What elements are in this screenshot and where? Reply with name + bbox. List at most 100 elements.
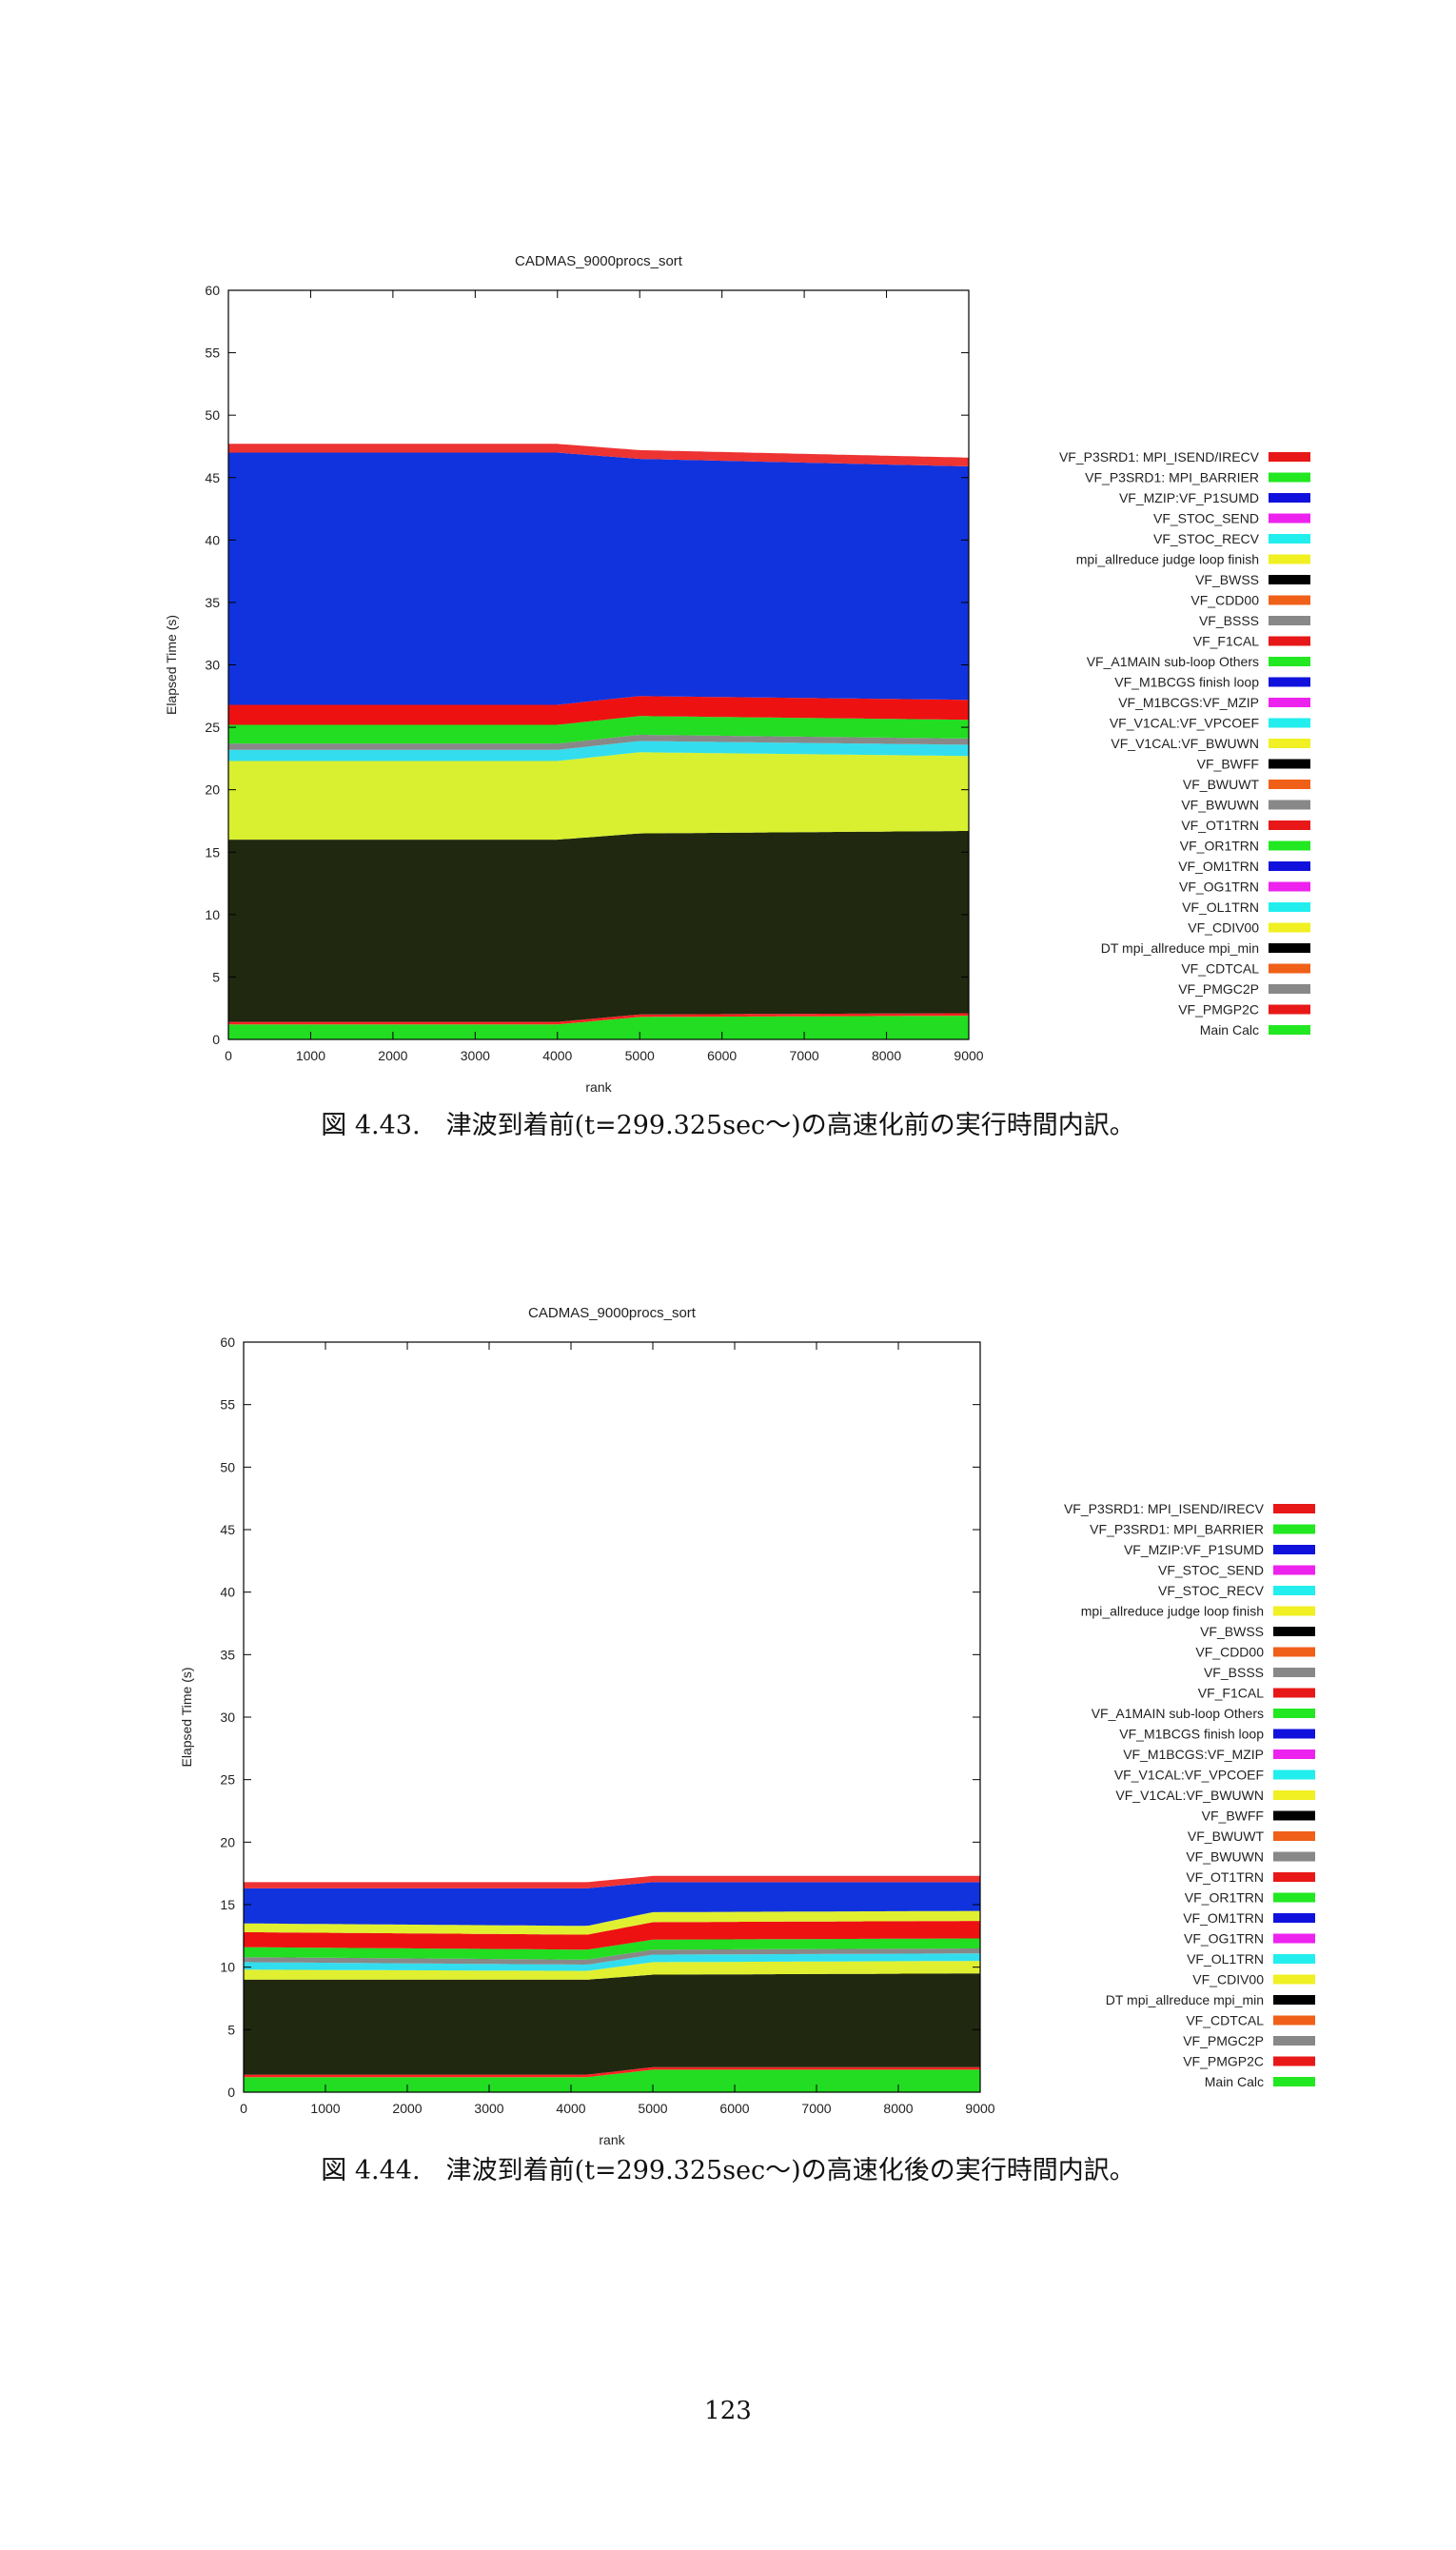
legend-swatch <box>1273 1709 1315 1718</box>
y-tick-label: 5 <box>212 969 220 984</box>
legend-swatch <box>1269 759 1310 769</box>
legend-label: VF_BSSS <box>1199 613 1259 628</box>
legend-swatch <box>1273 1810 1315 1821</box>
legend-swatch <box>1269 554 1310 564</box>
x-tick-label: 4000 <box>556 2101 585 2116</box>
x-tick-label: 3000 <box>461 1048 490 1063</box>
x-tick-label: 2000 <box>378 1048 407 1063</box>
legend-label: VF_STOC_RECV <box>1153 531 1260 546</box>
y-axis-label: Elapsed Time (s) <box>164 615 179 715</box>
legend-label: VF_M1BCGS:VF_MZIP <box>1123 1747 1264 1762</box>
x-tick-label: 0 <box>240 2101 247 2116</box>
area-series-2 <box>244 1973 980 2075</box>
legend-swatch <box>1273 1995 1315 2005</box>
chart-title: CADMAS_9000procs_sort <box>515 253 683 269</box>
legend-label: mpi_allreduce judge loop finish <box>1081 1604 1264 1619</box>
legend-label: DT mpi_allreduce mpi_min <box>1101 940 1259 956</box>
area-series-3 <box>244 1961 980 1980</box>
y-tick-label: 0 <box>212 1032 220 1047</box>
x-tick-label: 6000 <box>707 1048 737 1063</box>
y-tick-label: 50 <box>205 407 220 423</box>
legend-swatch <box>1269 616 1310 625</box>
legend-label: VF_F1CAL <box>1193 634 1259 649</box>
legend-label: VF_BWFF <box>1202 1809 1264 1824</box>
legend-label: VF_A1MAIN sub-loop Others <box>1092 1706 1264 1721</box>
legend-swatch <box>1269 472 1310 483</box>
x-tick-label: 3000 <box>474 2101 503 2116</box>
y-tick-label: 25 <box>205 720 220 735</box>
legend-swatch <box>1269 861 1310 871</box>
legend-label: VF_OR1TRN <box>1180 839 1259 854</box>
legend-swatch <box>1273 2077 1315 2086</box>
area-series-2 <box>228 831 969 1022</box>
legend-label: DT mpi_allreduce mpi_min <box>1106 1992 1264 2007</box>
legend-label: VF_BWSS <box>1200 1624 1264 1639</box>
legend-swatch <box>1269 657 1310 666</box>
y-tick-label: 5 <box>227 2022 235 2037</box>
legend-swatch <box>1269 718 1310 728</box>
legend-swatch <box>1273 1790 1315 1800</box>
x-tick-label: 6000 <box>719 2101 749 2116</box>
area-series-8 <box>244 1910 980 1935</box>
x-tick-label: 8000 <box>883 2101 913 2116</box>
legend-swatch <box>1269 943 1310 953</box>
y-tick-label: 20 <box>205 782 220 798</box>
legend-swatch <box>1269 820 1310 830</box>
area-series-5 <box>228 735 969 750</box>
y-tick-label: 35 <box>205 595 220 610</box>
y-tick-label: 10 <box>205 907 220 922</box>
x-tick-label: 2000 <box>392 2101 422 2116</box>
legend-swatch <box>1269 452 1310 462</box>
chart-1: CADMAS_9000procs_sort 0 5 10 15 20 25 30 35 40 45 5… <box>164 253 1310 1095</box>
legend-swatch <box>1273 1872 1315 1882</box>
legend-label: Main Calc <box>1200 1022 1259 1038</box>
legend-label: VF_BWUWT <box>1183 777 1260 792</box>
legend-swatch <box>1269 575 1310 584</box>
legend-label: VF_BWSS <box>1195 572 1259 587</box>
legend-swatch <box>1269 881 1310 892</box>
legend-label: VF_V1CAL:VF_BWUWN <box>1115 1788 1264 1803</box>
page-number: 123 <box>704 2397 752 2425</box>
figure-caption-4-44: 図 4.44. 津波到着前(t=299.325sec～)の高速化後の実行時間内訳… <box>321 2156 1135 2185</box>
x-axis-label: rank <box>599 2132 625 2147</box>
legend-swatch <box>1269 513 1310 524</box>
legend-label: VF_OR1TRN <box>1185 1890 1264 1906</box>
y-tick-label: 50 <box>220 1459 235 1474</box>
area-series-0 <box>228 1016 969 1039</box>
area-series-9 <box>244 1882 980 1927</box>
legend-swatch <box>1269 800 1310 810</box>
legend-label: VF_P3SRD1: MPI_BARRIER <box>1085 470 1259 485</box>
figure-caption-4-43: 図 4.43. 津波到着前(t=299.325sec～)の高速化前の実行時間内訳… <box>321 1111 1135 1140</box>
legend-label: VF_BWUWN <box>1186 1849 1264 1865</box>
y-tick-label: 55 <box>220 1397 235 1413</box>
y-tick-label: 60 <box>205 283 220 298</box>
legend-label: VF_CDTCAL <box>1186 2013 1264 2028</box>
legend-swatch <box>1273 2036 1315 2046</box>
area-series-1 <box>228 1013 969 1025</box>
x-tick-label: 1000 <box>296 1048 325 1063</box>
x-tick-label: 5000 <box>625 1048 655 1063</box>
legend-label: VF_F1CAL <box>1198 1686 1264 1701</box>
legend-swatch <box>1269 677 1310 687</box>
legend-label: VF_CDIV00 <box>1192 1972 1264 1987</box>
legend-swatch <box>1273 1627 1315 1636</box>
legend-label: VF_PMGC2P <box>1183 2033 1264 2048</box>
y-tick-label: 10 <box>220 1960 235 1975</box>
legend-swatch <box>1273 2056 1315 2066</box>
legend-label: VF_PMGP2C <box>1183 2054 1264 2069</box>
legend-label: VF_OG1TRN <box>1179 880 1259 895</box>
legend-label: VF_OT1TRN <box>1186 1869 1264 1885</box>
y-axis-label: Elapsed Time (s) <box>179 1667 194 1767</box>
area-series-6 <box>244 1938 980 1960</box>
legend-swatch <box>1273 1606 1315 1616</box>
legend-swatch <box>1273 1851 1315 1862</box>
legend-label: VF_OM1TRN <box>1183 1910 1264 1926</box>
legend-label: VF_OT1TRN <box>1181 818 1259 833</box>
legend-swatch <box>1269 840 1310 851</box>
legend-swatch <box>1269 493 1310 503</box>
legend-label: VF_V1CAL:VF_BWUWN <box>1111 736 1259 751</box>
area-series-4 <box>228 741 969 761</box>
legend-label: VF_BWUWT <box>1188 1828 1265 1844</box>
legend-label: VF_STOC_SEND <box>1158 1563 1264 1578</box>
legend-label: VF_V1CAL:VF_VPCOEF <box>1114 1768 1264 1783</box>
